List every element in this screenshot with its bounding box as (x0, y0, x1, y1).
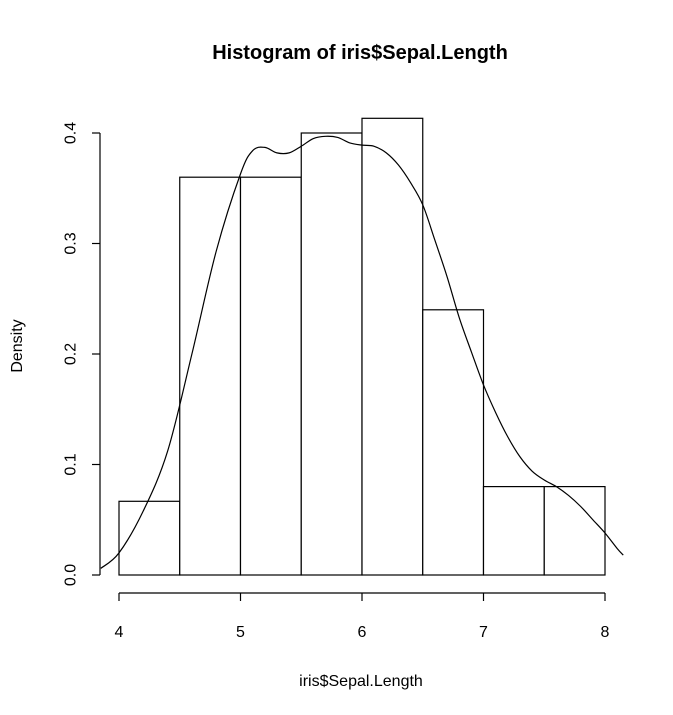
histogram-bar (361, 117, 424, 576)
x-tick-label: 4 (115, 624, 124, 641)
chart-title: Histogram of iris$Sepal.Length (212, 42, 508, 64)
y-tick-label: 0.2 (63, 343, 80, 365)
x-tick-label: 6 (358, 624, 367, 641)
histogram-bar (482, 486, 545, 576)
histogram-bar (543, 486, 606, 576)
x-tick-label: 8 (601, 624, 610, 641)
histogram-bar (300, 132, 363, 576)
histogram-bars (118, 117, 606, 576)
histogram-bar (422, 309, 485, 576)
x-tick-label: 5 (236, 624, 245, 641)
y-axis-label: Density (9, 319, 26, 372)
x-tick-label: 7 (479, 624, 488, 641)
y-tick-label: 0.0 (63, 564, 80, 586)
y-axis: 0.0 0.1 0.2 0.3 0.4 (63, 122, 101, 586)
y-tick-label: 0.4 (63, 122, 80, 144)
y-tick-label: 0.3 (63, 232, 80, 254)
y-tick-label: 0.1 (63, 453, 80, 475)
x-axis: 4 5 6 7 8 (115, 592, 610, 641)
histogram-bar (179, 176, 242, 576)
x-axis-label: iris$Sepal.Length (299, 673, 423, 690)
histogram-bar (239, 176, 302, 576)
density-curve (100, 135, 624, 569)
